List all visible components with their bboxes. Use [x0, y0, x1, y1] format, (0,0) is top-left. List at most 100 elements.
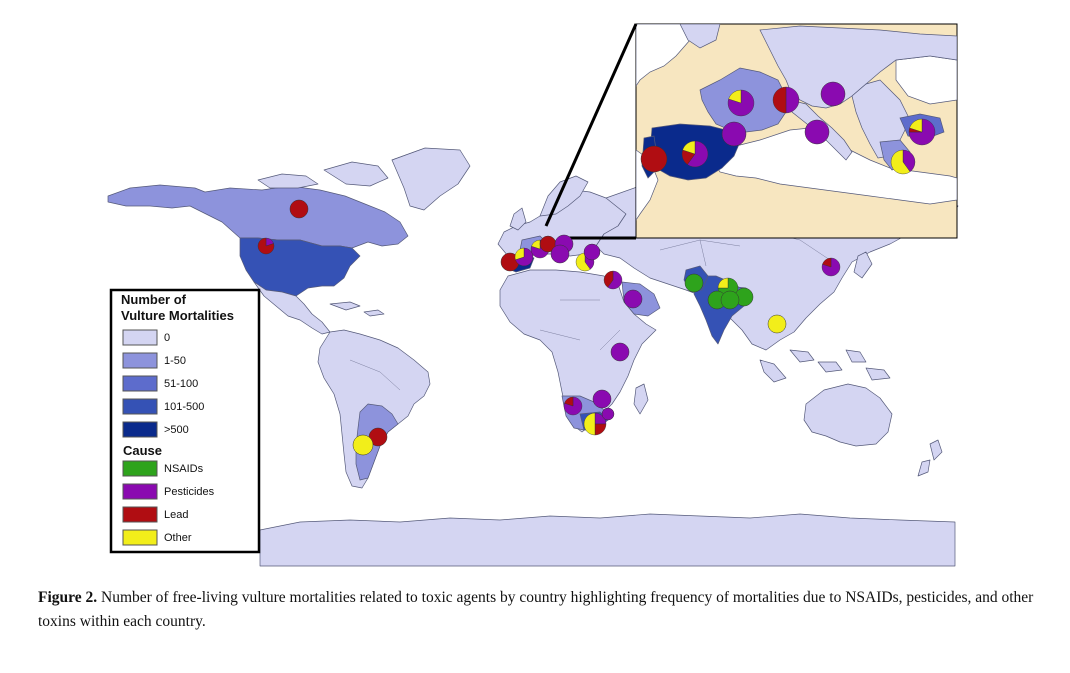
pie-italy-north [772, 86, 800, 114]
legend-cause-label: NSAIDs [164, 463, 204, 475]
pie-korea-slice-lead [822, 257, 832, 268]
inset-connector [544, 23, 638, 240]
world-map: Number of Vulture Mortalities 0 1-50 51-10… [107, 23, 959, 567]
pie-europe-bulgaria-small-slice-pesticides [583, 243, 601, 261]
pie-india-east [720, 290, 740, 310]
country-antarctica [259, 513, 956, 567]
figure-caption: Figure 2. Number of free-living vulture … [38, 586, 1038, 634]
pie-italy-north-slice-lead [772, 86, 787, 114]
caption-text: Number of free-living vulture mortalitie… [38, 589, 1034, 630]
pie-usa-slice-lead [257, 237, 275, 255]
pie-greece [890, 149, 916, 175]
pie-spain-slice-other [682, 140, 696, 155]
caption-label: Figure 2. [38, 589, 98, 606]
pie-bulgaria [908, 118, 936, 146]
pie-europe-balkans-small [550, 244, 570, 264]
pie-pakistan-slice-nsaids [684, 273, 704, 293]
legend-cause-label: Lead [164, 509, 188, 521]
legend-title-line2: Vulture Mortalities [121, 308, 234, 323]
legend-class-label: >500 [164, 424, 189, 436]
legend-class-swatch [122, 375, 158, 392]
pie-austria-slice-pesticides [820, 81, 846, 107]
pie-europe-spain-small-slice-other [514, 247, 525, 261]
legend-cause-label: Pesticides [164, 486, 215, 498]
legend: Number of Vulture Mortalities 0 1-50 51-10… [109, 288, 261, 554]
country-australia [803, 383, 893, 447]
pie-namibia [563, 396, 583, 416]
legend-class-label: 101-500 [164, 401, 204, 413]
pie-france-slice-other [728, 89, 742, 104]
pie-spain [681, 140, 709, 168]
pie-india-east-slice-nsaids [720, 290, 740, 310]
pie-cambodia [767, 314, 787, 334]
pie-india-north-slice-other [717, 277, 729, 289]
legend-classes: 0 1-50 51-100 101-500 >500 [122, 329, 204, 438]
inset-map [635, 23, 958, 239]
pie-bulgaria-slice-other [909, 118, 923, 133]
country-caribbean [329, 301, 385, 317]
country-se-asia-islands [759, 349, 891, 383]
legend-cause-swatch [122, 529, 158, 546]
pie-argentina-south-slice-other [352, 434, 374, 456]
pie-south-africa [583, 412, 607, 436]
pie-kenya-slice-pesticides [610, 342, 630, 362]
pie-italy-north-slice-pesticides [785, 86, 800, 114]
pie-croatia [804, 119, 830, 145]
legend-cause-label: Other [164, 532, 192, 544]
pie-israel-slice-pesticides [607, 270, 623, 290]
pie-pakistan [684, 273, 704, 293]
pie-greece-slice-pesticides [902, 149, 916, 172]
country-canada [107, 184, 409, 249]
legend-cause-swatch [122, 483, 158, 500]
pie-canada-slice-lead [289, 199, 309, 219]
country-new-zealand [917, 439, 943, 477]
pie-saudi-arabia [623, 289, 643, 309]
pie-usa [257, 237, 275, 255]
legend-class-label: 1-50 [164, 355, 186, 367]
pie-switzerland [721, 121, 747, 147]
inset-uk [679, 24, 721, 49]
pie-europe-greece-small-slice-other [575, 252, 591, 272]
legend-class-swatch [122, 398, 158, 415]
pie-switzerland-slice-pesticides [721, 121, 747, 147]
country-madagascar [633, 383, 649, 415]
country-greenland [391, 147, 471, 211]
legend-class-label: 51-100 [164, 378, 198, 390]
pie-kenya [610, 342, 630, 362]
pie-south-africa-slice-other [583, 412, 596, 436]
legend-class-swatch [122, 329, 158, 346]
pie-europe-bulgaria-small [583, 243, 601, 261]
legend-class-swatch [122, 352, 158, 369]
legend-causes: NSAIDs Pesticides Lead Other [122, 460, 215, 546]
pie-korea [821, 257, 841, 277]
country-japan [853, 251, 873, 279]
pie-austria [820, 81, 846, 107]
legend-cause-swatch [122, 460, 158, 477]
pie-europe-spain-small [514, 247, 534, 267]
pie-portugal-slice-lead [640, 145, 668, 173]
pie-botswana-slice-pesticides [592, 389, 612, 409]
legend-class-label: 0 [164, 332, 170, 344]
legend-class-swatch [122, 421, 158, 438]
pie-saudi-arabia-slice-pesticides [623, 289, 643, 309]
pie-croatia-slice-pesticides [804, 119, 830, 145]
pie-botswana [592, 389, 612, 409]
pie-israel [603, 270, 623, 290]
pie-israel-slice-lead [603, 270, 614, 288]
pie-layer [257, 81, 936, 456]
pie-europe-balkans-small-slice-pesticides [550, 244, 570, 264]
pie-south-africa-slice-lead [594, 423, 607, 436]
pie-europe-france-small-slice-other [531, 239, 541, 250]
pie-canada [289, 199, 309, 219]
legend-cause-swatch [122, 506, 158, 523]
pie-france [727, 89, 755, 117]
country-uk [509, 207, 527, 231]
pie-zimbabwe-slice-pesticides [601, 407, 615, 421]
pie-zimbabwe [601, 407, 615, 421]
pie-greece-slice-other [890, 149, 911, 175]
country-scandinavia [539, 175, 589, 217]
pie-namibia-slice-lead [564, 396, 574, 407]
pie-portugal [640, 145, 668, 173]
pie-spain-slice-pesticides [687, 140, 709, 168]
pie-cambodia-slice-other [767, 314, 787, 334]
